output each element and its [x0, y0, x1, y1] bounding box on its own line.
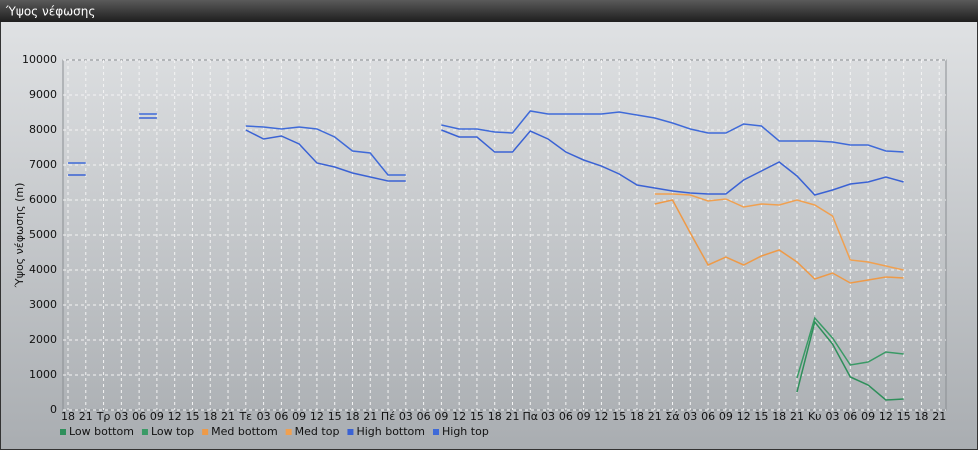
legend-label: High top [442, 425, 489, 438]
x-tick-label: 21 [932, 410, 946, 423]
x-tick-label: 06 [132, 410, 146, 423]
y-tick-label: 10000 [22, 53, 57, 66]
x-tick-label: Τρ [96, 410, 111, 423]
legend-label: Med bottom [211, 425, 278, 438]
x-tick-label: 03 [683, 410, 697, 423]
x-tick-label: 03 [399, 410, 413, 423]
x-tick-label: 12 [452, 410, 466, 423]
legend-label: Low bottom [69, 425, 134, 438]
x-tick-label: Πα [523, 410, 539, 423]
series-line [68, 110, 904, 176]
x-tick-label: 18 [61, 410, 75, 423]
x-tick-label: 06 [701, 410, 715, 423]
x-tick-label: 21 [221, 410, 235, 423]
x-tick-label: 06 [274, 410, 288, 423]
y-tick-label: 3000 [29, 298, 57, 311]
x-tick-label: 21 [790, 410, 804, 423]
legend-label: High bottom [356, 425, 425, 438]
y-tick-label: 8000 [29, 123, 57, 136]
x-tick-label: 06 [843, 410, 857, 423]
x-tick-label: 18 [630, 410, 644, 423]
x-tick-label: 15 [897, 410, 911, 423]
y-tick-label: 9000 [29, 88, 57, 101]
y-tick-label: 7000 [29, 158, 57, 171]
legend-swatch [433, 429, 439, 435]
y-tick-label: 6000 [29, 193, 57, 206]
x-tick-label: 06 [417, 410, 431, 423]
y-tick-label: 4000 [29, 263, 57, 276]
x-tick-label: 12 [879, 410, 893, 423]
x-tick-label: 21 [79, 410, 93, 423]
x-tick-label: 03 [541, 410, 555, 423]
y-tick-label: 5000 [29, 228, 57, 241]
x-tick-label: 21 [648, 410, 662, 423]
legend-swatch [347, 429, 354, 435]
x-tick-label: 15 [612, 410, 626, 423]
x-tick-label: 21 [363, 410, 377, 423]
series-line [654, 199, 904, 284]
series-line [654, 193, 904, 271]
x-tick-label: 15 [754, 410, 768, 423]
legend-swatch [141, 429, 148, 435]
x-tick-label: 12 [168, 410, 182, 423]
x-tick-label: 18 [914, 410, 928, 423]
x-tick-label: 09 [150, 410, 164, 423]
x-tick-label: Σά [665, 410, 679, 423]
legend-swatch [285, 429, 292, 435]
y-tick-label: 2000 [29, 333, 57, 346]
legend-swatch [202, 429, 209, 435]
x-tick-label: 15 [185, 410, 199, 423]
chart-title: Ύψος νέφωσης [5, 5, 95, 19]
y-axis-title: Ύψος νέφωσης (m) [13, 183, 26, 289]
x-tick-label: Τε [238, 410, 252, 423]
x-tick-label: 21 [506, 410, 520, 423]
x-tick-label: 18 [488, 410, 502, 423]
x-tick-label: 09 [434, 410, 448, 423]
series-line [796, 320, 904, 401]
x-tick-label: 09 [719, 410, 733, 423]
y-tick-label: 1000 [29, 368, 57, 381]
series-line [68, 117, 904, 196]
legend-label: Low top [151, 425, 194, 438]
x-tick-label: 18 [345, 410, 359, 423]
x-tick-label: Πέ [381, 410, 395, 423]
x-tick-label: 09 [577, 410, 591, 423]
x-tick-label: 18 [772, 410, 786, 423]
series-line [796, 316, 904, 379]
x-tick-label: 12 [737, 410, 751, 423]
x-tick-label: 15 [470, 410, 484, 423]
legend-label: Med top [295, 425, 340, 438]
x-tick-label: 03 [826, 410, 840, 423]
x-tick-label: 09 [292, 410, 306, 423]
x-tick-label: Κυ [808, 410, 822, 423]
x-tick-label: 18 [203, 410, 217, 423]
x-tick-label: 03 [257, 410, 271, 423]
x-tick-label: 09 [861, 410, 875, 423]
legend-swatch [60, 429, 66, 435]
x-tick-label: 12 [310, 410, 324, 423]
y-tick-label: 0 [50, 403, 57, 416]
x-tick-label: 15 [328, 410, 342, 423]
x-tick-label: 12 [594, 410, 608, 423]
header-bar [0, 0, 978, 22]
x-tick-label: 06 [559, 410, 573, 423]
x-tick-label: 03 [114, 410, 128, 423]
